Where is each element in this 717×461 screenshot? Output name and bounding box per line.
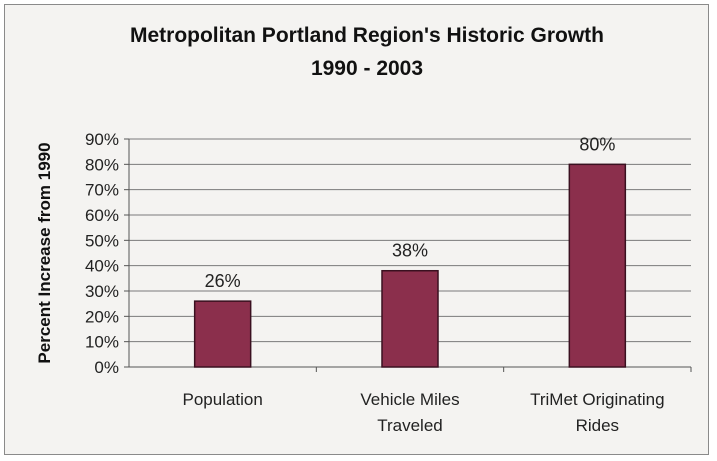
category-label-2-line-1: Vehicle Miles: [360, 390, 459, 409]
y-axis-label: Percent Increase from 1990: [35, 142, 54, 363]
bar-chart: Metropolitan Portland Region's Historic …: [35, 24, 692, 435]
category-label-3-line-1: TriMet Originating: [530, 390, 664, 409]
data-label-1: 26%: [205, 271, 241, 291]
y-tick-label-10: 10%: [85, 333, 119, 352]
bar-2: [381, 269, 439, 368]
chart-title-line-1: Metropolitan Portland Region's Historic …: [130, 24, 604, 47]
y-tick-label-90: 90%: [85, 130, 119, 149]
y-tick-label-40: 40%: [85, 257, 119, 276]
y-tick-label-50: 50%: [85, 231, 119, 250]
chart-title-line-2: 1990 - 2003: [311, 57, 423, 80]
y-tick-label-70: 70%: [85, 181, 119, 200]
category-label-1-line-1: Population: [182, 390, 262, 409]
category-label-3-line-2: Rides: [576, 416, 619, 435]
y-tick-label-60: 60%: [85, 206, 119, 225]
y-tick-label-80: 80%: [85, 155, 119, 174]
y-tick-label-20: 20%: [85, 307, 119, 326]
data-label-3: 80%: [579, 134, 615, 154]
y-tick-label-30: 30%: [85, 282, 119, 301]
category-label-2-line-2: Traveled: [377, 416, 443, 435]
bar-1: [193, 300, 252, 368]
bar-3: [568, 163, 627, 368]
y-tick-label-0: 0%: [94, 358, 119, 377]
data-label-2: 38%: [392, 241, 428, 261]
chart-frame: Metropolitan Portland Region's Historic …: [4, 4, 709, 455]
